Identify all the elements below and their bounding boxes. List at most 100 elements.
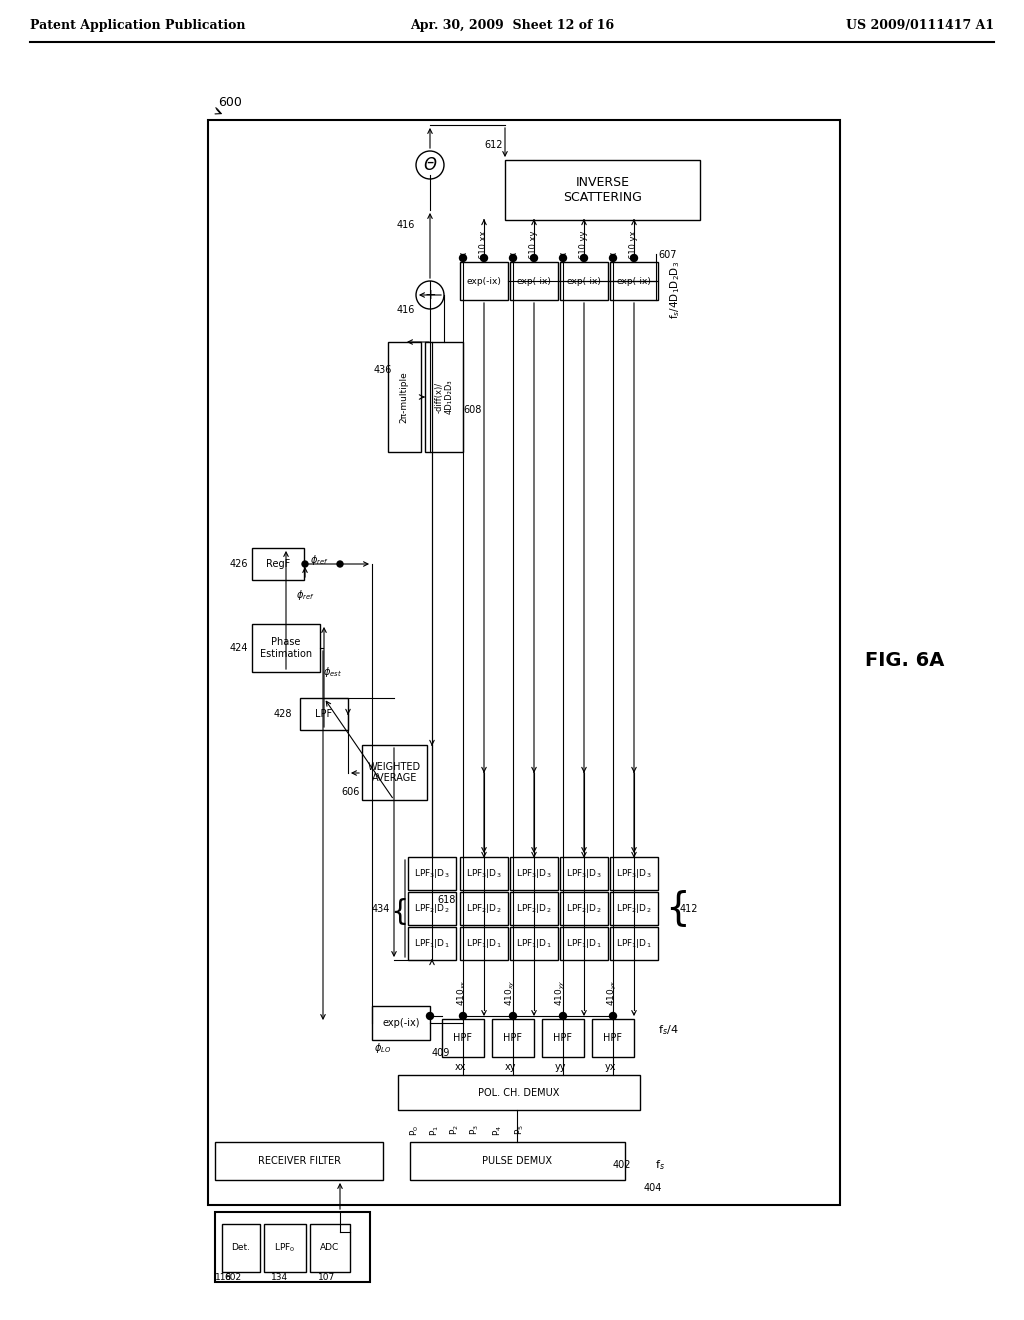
Text: 607: 607 (658, 249, 677, 260)
Circle shape (530, 255, 538, 261)
Bar (510, 857, 558, 890)
Bar (362, 744, 427, 800)
Bar (510, 261, 558, 300)
Text: yx: yx (604, 1063, 615, 1072)
Text: f$_s$: f$_s$ (648, 1158, 665, 1172)
Text: LPF$_2$|D$_2$: LPF$_2$|D$_2$ (616, 902, 651, 915)
Text: ADC: ADC (321, 1243, 340, 1253)
Circle shape (631, 255, 638, 261)
Text: LPF$_3$|D$_3$: LPF$_3$|D$_3$ (466, 867, 502, 880)
Bar (264, 1224, 306, 1272)
Bar (300, 698, 348, 730)
Text: 612: 612 (484, 140, 503, 150)
Bar (492, 1019, 534, 1057)
Text: exp(-ix): exp(-ix) (467, 276, 502, 285)
Text: 118: 118 (215, 1274, 232, 1283)
Text: HPF: HPF (603, 1034, 623, 1043)
Bar (222, 1224, 260, 1272)
Bar (610, 892, 658, 925)
Text: 2π-multiple: 2π-multiple (399, 371, 409, 422)
Bar (592, 1019, 634, 1057)
Circle shape (480, 255, 487, 261)
Bar (505, 160, 700, 220)
Bar (610, 261, 658, 300)
Bar (408, 857, 456, 890)
Bar (510, 892, 558, 925)
Text: 428: 428 (273, 709, 292, 719)
Text: 409: 409 (432, 1048, 451, 1059)
Text: xx: xx (455, 1063, 466, 1072)
Text: +: + (424, 288, 436, 302)
Text: LPF$_1$|D$_1$: LPF$_1$|D$_1$ (566, 937, 602, 950)
Text: PULSE DEMUX: PULSE DEMUX (482, 1156, 553, 1166)
Bar (215, 1212, 370, 1282)
Bar (215, 1142, 383, 1180)
Text: 402: 402 (612, 1160, 631, 1170)
Text: HPF: HPF (504, 1034, 522, 1043)
Text: 610 yx: 610 yx (630, 231, 639, 259)
Text: 610 xx: 610 xx (479, 231, 488, 259)
Text: exp(-ix): exp(-ix) (382, 1018, 420, 1028)
Text: LPF$_1$|D$_1$: LPF$_1$|D$_1$ (616, 937, 651, 950)
Text: }: } (384, 895, 402, 923)
Text: -diff(x)/
4D₁D₂D₃: -diff(x)/ 4D₁D₂D₃ (434, 380, 454, 414)
Text: exp(-ix): exp(-ix) (516, 276, 552, 285)
Bar (610, 857, 658, 890)
Bar (542, 1019, 584, 1057)
Text: 410$_{yx}$: 410$_{yx}$ (605, 979, 618, 1006)
Bar (388, 342, 421, 451)
Bar (560, 892, 608, 925)
Bar (208, 120, 840, 1205)
Text: Θ: Θ (424, 156, 436, 174)
Text: WEIGHTED
AVERAGE: WEIGHTED AVERAGE (368, 762, 421, 783)
Text: $\phi_{ref}$: $\phi_{ref}$ (296, 587, 314, 602)
Text: LPF$_2$|D$_2$: LPF$_2$|D$_2$ (516, 902, 552, 915)
Text: 404: 404 (644, 1183, 663, 1193)
Bar (252, 548, 304, 579)
Text: Apr. 30, 2009  Sheet 12 of 16: Apr. 30, 2009 Sheet 12 of 16 (410, 18, 614, 32)
Text: P$_5$: P$_5$ (514, 1125, 526, 1135)
Text: 416: 416 (396, 220, 415, 230)
Text: 600: 600 (218, 95, 242, 108)
Bar (252, 624, 319, 672)
Text: 606: 606 (342, 787, 360, 797)
Bar (442, 1019, 484, 1057)
Text: $\phi_{est}$: $\phi_{est}$ (323, 665, 342, 678)
Bar (560, 927, 608, 960)
Text: LPF$_1$|D$_1$: LPF$_1$|D$_1$ (415, 937, 450, 950)
Text: exp(-ix): exp(-ix) (616, 276, 651, 285)
Circle shape (302, 561, 308, 568)
Text: HPF: HPF (554, 1034, 572, 1043)
Text: 416: 416 (396, 305, 415, 315)
Text: 602: 602 (224, 1274, 242, 1283)
Circle shape (609, 1012, 616, 1019)
Bar (560, 857, 608, 890)
Text: 412: 412 (680, 903, 698, 913)
Bar (372, 1006, 430, 1040)
Text: LPF: LPF (315, 709, 333, 719)
Text: 436: 436 (374, 366, 392, 375)
Text: 426: 426 (229, 558, 248, 569)
Text: 610 yy: 610 yy (580, 231, 589, 259)
Text: INVERSE
SCATTERING: INVERSE SCATTERING (563, 176, 642, 205)
Text: FIG. 6A: FIG. 6A (865, 651, 945, 669)
Text: yy: yy (554, 1063, 565, 1072)
Text: P$_2$: P$_2$ (449, 1125, 461, 1135)
Circle shape (337, 561, 343, 568)
Circle shape (581, 255, 588, 261)
Bar (408, 927, 456, 960)
Circle shape (460, 1012, 467, 1019)
Text: RegF: RegF (266, 558, 290, 569)
Text: HPF: HPF (454, 1034, 472, 1043)
Bar (398, 1074, 640, 1110)
Text: 410$_{xx}$: 410$_{xx}$ (456, 979, 468, 1006)
Text: f$_s$/4D$_1$D$_2$D$_3$: f$_s$/4D$_1$D$_2$D$_3$ (668, 261, 682, 319)
Text: Patent Application Publication: Patent Application Publication (30, 18, 246, 32)
Bar (610, 927, 658, 960)
Circle shape (559, 255, 566, 261)
Text: 434: 434 (372, 903, 390, 913)
Circle shape (510, 1012, 516, 1019)
Text: exp(-ix): exp(-ix) (566, 276, 601, 285)
Text: LPF$_1$|D$_1$: LPF$_1$|D$_1$ (516, 937, 552, 950)
Text: 424: 424 (229, 643, 248, 653)
